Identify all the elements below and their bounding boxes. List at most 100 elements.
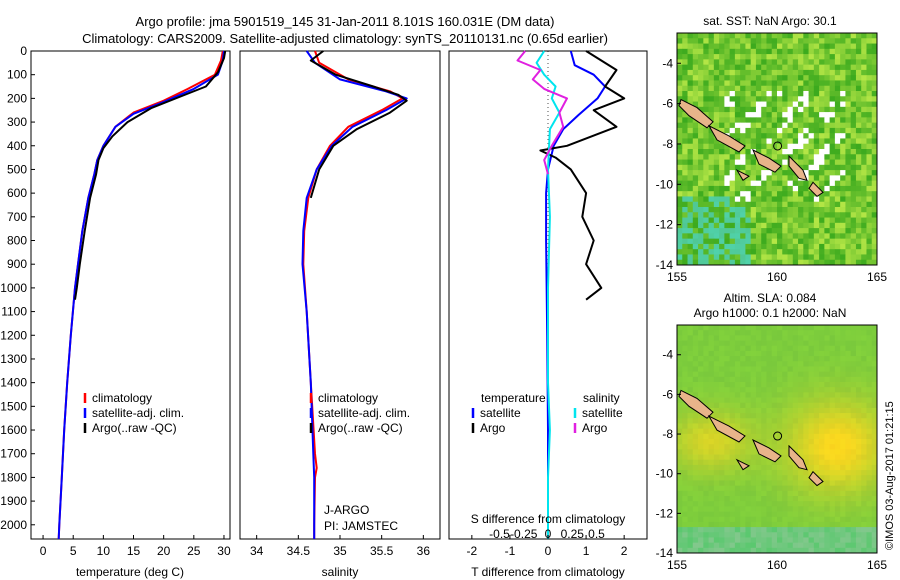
map-cell <box>766 228 773 234</box>
map-cell <box>750 532 757 538</box>
map-cell <box>792 122 799 129</box>
map-cell <box>808 470 815 476</box>
map-cell <box>698 325 704 331</box>
map-cell <box>850 325 857 331</box>
map-cell <box>813 387 820 393</box>
map-cell <box>771 191 778 197</box>
map-cell <box>677 496 683 502</box>
map-cell <box>798 196 804 203</box>
map-cell <box>834 196 841 203</box>
map-cell <box>824 444 831 450</box>
map-cell <box>713 238 720 245</box>
map-cell <box>777 511 783 518</box>
map-cell <box>803 444 809 450</box>
map-cell <box>840 127 846 134</box>
map-cell <box>808 259 815 266</box>
map-cell <box>798 212 804 218</box>
map-cell <box>871 254 878 261</box>
map-cell <box>771 532 778 538</box>
map-cell <box>724 402 731 409</box>
map-cell <box>829 233 836 240</box>
map-cell <box>708 501 715 507</box>
map-cell <box>724 516 731 523</box>
map-cell <box>745 402 752 409</box>
map-cell <box>845 418 852 424</box>
map-cell <box>698 439 704 445</box>
map-cell <box>761 75 767 81</box>
map-cell <box>734 233 741 240</box>
header-line-1: Argo profile: jma 5901519_145 31-Jan-201… <box>136 14 555 29</box>
map-cell <box>761 43 767 50</box>
map-cell <box>829 138 836 145</box>
map-cell <box>855 85 862 92</box>
map-cell <box>745 490 752 497</box>
map-cell <box>703 376 709 383</box>
map-cell <box>719 547 725 554</box>
map-cell <box>834 454 841 461</box>
map-cell <box>708 101 715 108</box>
map-cell <box>740 382 746 388</box>
map-cell <box>808 38 815 44</box>
map-cell <box>803 496 809 502</box>
map-cell <box>740 423 746 430</box>
map-cell <box>719 127 725 134</box>
difference-legend-t-label: Argo <box>480 421 506 435</box>
map-cell <box>855 217 862 224</box>
map-cell <box>798 259 804 266</box>
map-cell <box>687 454 694 461</box>
map-cell <box>808 138 815 145</box>
map-cell <box>871 48 878 55</box>
map-cell <box>871 69 878 76</box>
map-cell <box>682 464 688 471</box>
map-cell <box>866 485 873 492</box>
map-cell <box>682 59 688 66</box>
map-cell <box>740 397 746 404</box>
map-cell <box>698 207 704 213</box>
map-cell <box>792 69 799 76</box>
map-cell <box>698 376 704 383</box>
map-cell <box>713 470 720 476</box>
y-tick-label: 800 <box>7 234 27 248</box>
map-cell <box>682 212 688 218</box>
map-cell <box>750 133 757 139</box>
map-cell <box>771 75 778 81</box>
map-cell <box>771 521 778 528</box>
map-cell <box>787 361 794 367</box>
map-cell <box>813 402 820 409</box>
map-cell <box>803 371 809 378</box>
map-cell <box>798 542 804 549</box>
map-cell <box>808 75 815 81</box>
map-cell <box>850 439 857 445</box>
map-cell <box>734 527 741 533</box>
map-cell <box>703 485 709 492</box>
map-cell <box>829 38 836 44</box>
map-cell <box>834 330 841 336</box>
map-cell <box>834 470 841 476</box>
map-cell <box>803 48 809 55</box>
map-cell <box>734 207 741 213</box>
map-cell <box>687 325 694 331</box>
map-cell <box>798 387 804 393</box>
map-cell <box>855 91 862 97</box>
map-cell <box>787 233 794 240</box>
map-cell <box>766 249 773 255</box>
y-tick-label: 500 <box>7 162 27 176</box>
map-cell <box>729 470 736 476</box>
map-cell <box>834 96 841 102</box>
map-cell <box>682 43 688 50</box>
map-cell <box>771 43 778 50</box>
map-cell <box>792 413 799 419</box>
map-cell <box>855 164 862 171</box>
map-cell <box>766 470 773 476</box>
map-cell <box>687 48 694 55</box>
map-cell <box>798 521 804 528</box>
map-cell <box>871 542 878 549</box>
map-cell <box>724 43 731 50</box>
map-cell <box>866 80 873 87</box>
map-cell <box>792 143 799 150</box>
map-cell <box>798 80 804 87</box>
map-cell <box>708 249 715 255</box>
map-cell <box>871 501 878 507</box>
difference-x-axis: -2 -1 0 1 2-0.5 -0.25 0 0.25 0.5 <box>467 527 628 558</box>
map-cell <box>761 175 767 182</box>
